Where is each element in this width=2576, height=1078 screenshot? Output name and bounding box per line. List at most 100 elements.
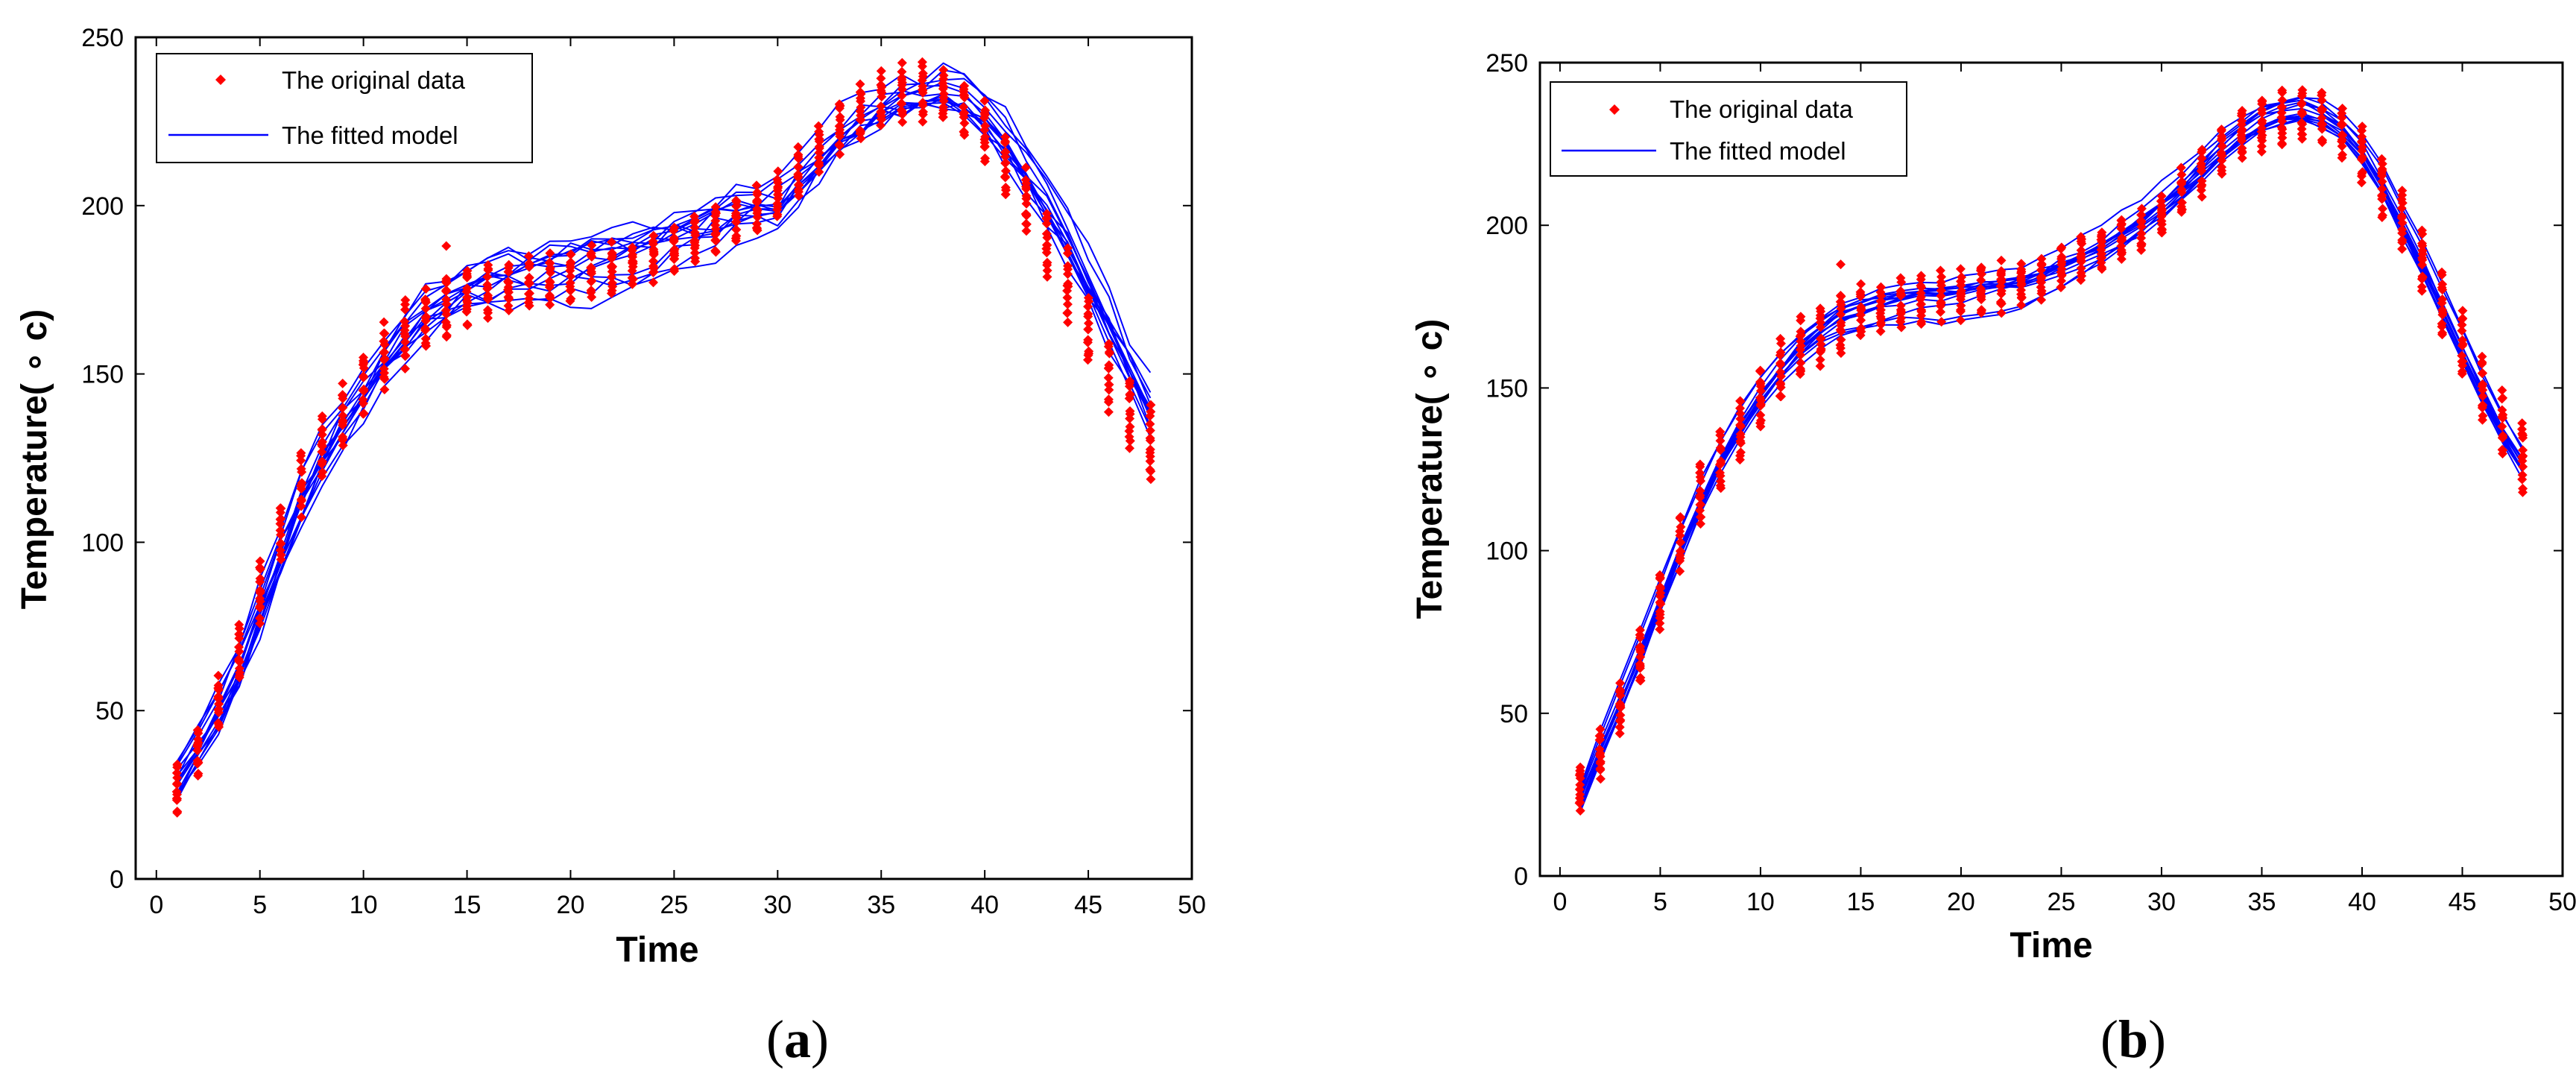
panel-b-data-point	[1836, 291, 1846, 302]
panel-a-data-layer	[171, 57, 1156, 818]
panel-a-data-point	[918, 72, 928, 81]
panel-a-x-tick-label: 30	[763, 891, 792, 919]
panel-b-data-point	[2016, 300, 2027, 310]
panel-b-data-point	[2377, 177, 2387, 186]
panel-a-data-point	[1145, 419, 1155, 429]
panel-a-data-point	[379, 317, 389, 327]
panel-b-data-point	[2517, 452, 2528, 462]
panel-a-data-point	[772, 198, 783, 209]
panel-b-data-point	[2176, 163, 2186, 173]
panel-a-data-point	[917, 57, 927, 67]
panel-b-data-point	[1875, 326, 1886, 336]
panel-a-data-point	[606, 289, 616, 298]
panel-a-data-point	[461, 301, 472, 312]
panel-b-data-point	[1916, 317, 1927, 327]
panel-b-data-point	[1675, 538, 1685, 548]
panel-a-data-point	[441, 332, 452, 342]
panel-a-data-point	[1084, 346, 1094, 356]
panel-a-data-point	[938, 65, 949, 75]
panel-a-data-point	[296, 512, 306, 523]
panel-b-data-point	[1715, 435, 1726, 446]
panel-a-data-point	[400, 304, 410, 315]
panel-a-data-point	[586, 250, 596, 260]
panel-b-data-point	[1595, 763, 1606, 774]
panel-b-data-point	[2056, 282, 2066, 292]
panel-a-data-point	[255, 556, 265, 567]
panel-b-data-point	[1875, 318, 1886, 328]
panel-b-data-point	[2497, 421, 2507, 432]
panel-b-data-point	[1856, 315, 1866, 325]
panel-a-data-point	[1104, 385, 1114, 395]
panel-a-data-point	[358, 394, 368, 405]
panel-b-data-point	[2497, 444, 2507, 455]
panel-b-data-point	[1715, 476, 1726, 487]
panel-b-data-point	[1715, 467, 1725, 478]
panel-b-data-point	[2097, 227, 2107, 238]
panel-b-data-point	[2136, 239, 2147, 249]
panel-a-data-point	[359, 358, 369, 368]
panel-a-data-point	[420, 294, 431, 305]
panel-a-data-point	[689, 211, 699, 221]
panel-a-data-point	[731, 231, 742, 241]
panel-a-data-point	[1125, 376, 1135, 386]
panel-a-data-point	[420, 284, 431, 294]
panel-b-data-point	[2216, 148, 2226, 158]
panel-a-data-point	[793, 151, 804, 162]
panel-a-data-point	[359, 409, 369, 419]
panel-a-data-point	[233, 654, 244, 664]
panel-b-data-point	[1716, 456, 1726, 466]
panel-b-data-point	[2437, 270, 2447, 280]
panel-a-data-point	[400, 295, 411, 305]
panel-b-data-point	[2397, 186, 2408, 196]
panel-a-data-point	[213, 680, 224, 690]
panel-a-data-point	[171, 768, 182, 778]
panel-a-data-point	[318, 467, 328, 477]
panel-a-data-point	[876, 120, 886, 130]
panel-a-data-point	[379, 364, 389, 374]
panel-b-data-point	[2297, 85, 2308, 95]
panel-b-data-point	[2297, 129, 2308, 139]
panel-a-data-point	[171, 787, 182, 797]
panel-b-data-point	[1815, 355, 1825, 365]
panel-b-data-point	[1796, 358, 1806, 368]
panel-a-data-point	[338, 415, 348, 426]
panel-a-y-tick-label: 0	[110, 866, 124, 894]
panel-a-data-point	[255, 602, 265, 613]
panel-a: 0 5 10 15 20 25 30 35 40 45 50 0 50 100 150 200 250 The …	[15, 24, 1206, 1069]
panel-b-data-point	[2296, 91, 2307, 101]
panel-b-y-tick-label: 200	[1486, 212, 1528, 240]
panel-a-data-point	[835, 101, 845, 111]
panel-b-data-point	[2478, 379, 2488, 389]
panel-a-data-point	[1103, 397, 1114, 407]
panel-a-data-point	[752, 195, 763, 206]
panel-a-data-point	[587, 276, 597, 286]
panel-a-legend-box	[156, 53, 533, 163]
panel-b-data-point	[1695, 505, 1705, 516]
panel-a-data-point	[814, 157, 824, 168]
panel-a-data-point	[607, 237, 616, 248]
panel-a-data-point	[876, 85, 886, 95]
panel-a-data-point	[627, 273, 637, 283]
panel-a-data-point	[752, 187, 763, 198]
panel-a-data-point	[317, 447, 327, 457]
panel-b-data-point	[2378, 210, 2387, 221]
panel-b: 0 5 10 15 20 25 30 35 40 45 50 0 50 100 150 200 250 The …	[1410, 49, 2576, 1069]
panel-a-data-point	[607, 272, 616, 283]
panel-b-data-point	[2457, 335, 2468, 345]
panel-a-data-point	[483, 313, 493, 324]
panel-a-data-point	[938, 92, 949, 103]
panel-a-data-point	[607, 262, 618, 271]
panel-a-data-point	[524, 273, 534, 283]
panel-a-data-point	[504, 259, 514, 270]
panel-b-data-point	[1655, 584, 1666, 593]
panel-a-data-point	[1103, 373, 1114, 383]
panel-b-data-point	[1936, 317, 1947, 327]
panel-b-data-point	[1976, 262, 1986, 273]
panel-b-data-point	[2036, 294, 2047, 305]
panel-b-data-point	[1895, 273, 1906, 283]
panel-a-caption-letter: a	[784, 1009, 811, 1069]
panel-b-data-point	[2397, 235, 2408, 245]
panel-b-data-point	[2337, 150, 2348, 160]
panel-b-data-point	[1715, 443, 1726, 453]
panel-b-data-point	[2157, 224, 2167, 235]
